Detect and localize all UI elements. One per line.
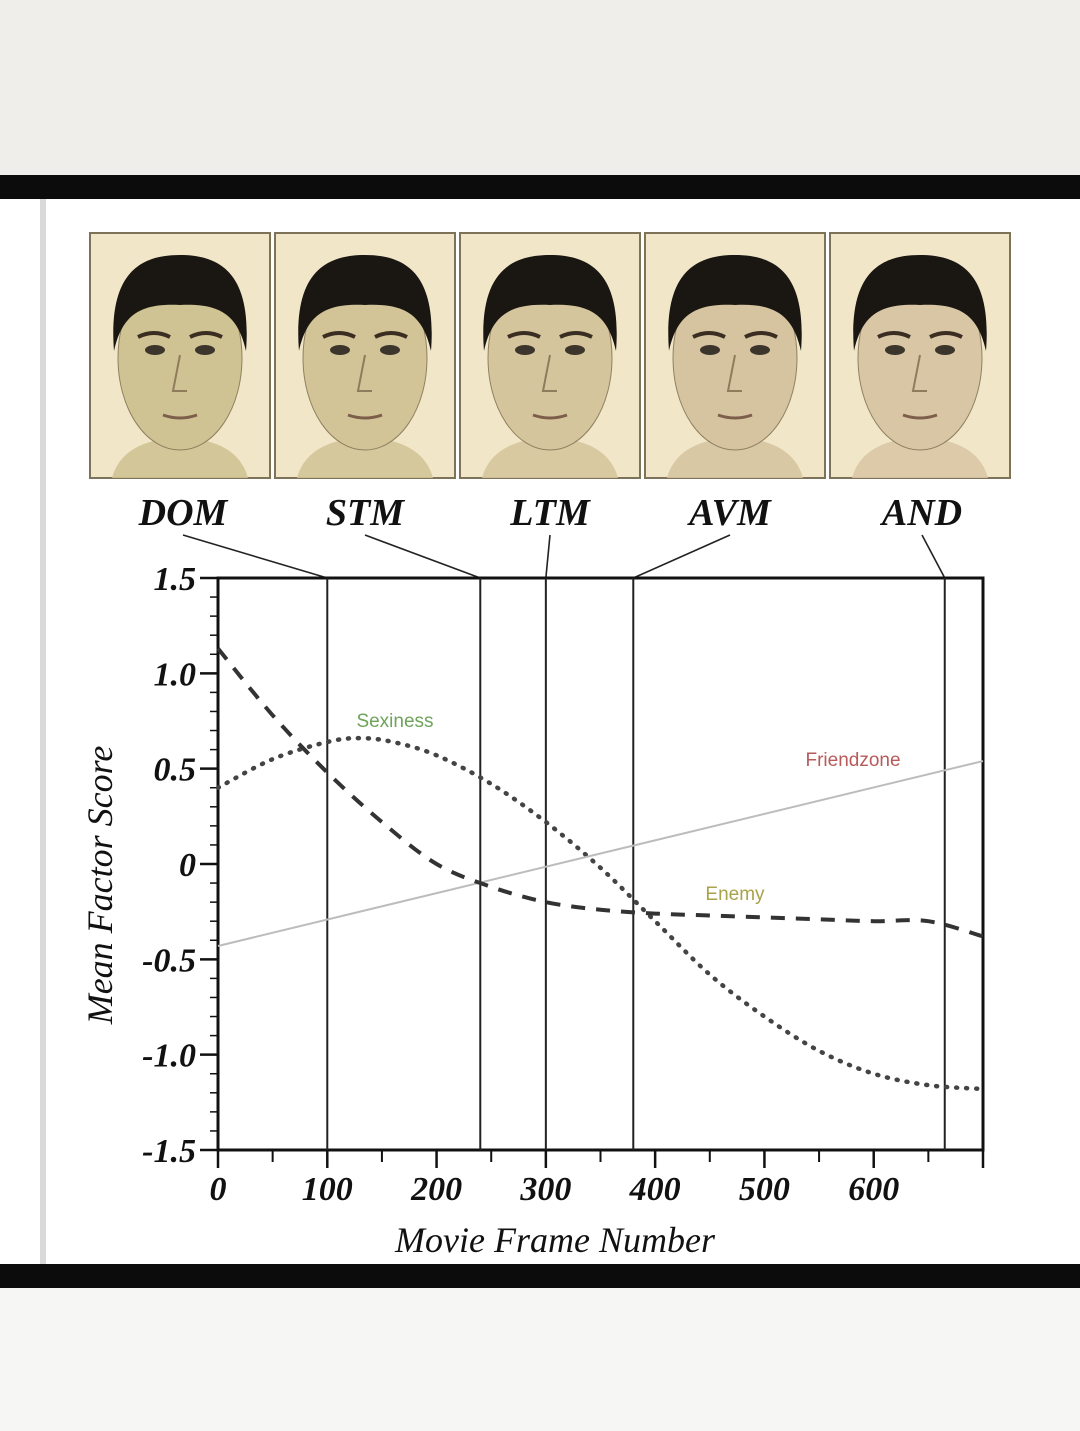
connector-dom — [182, 534, 328, 579]
face-label-stm: STM — [326, 492, 405, 534]
series-label-enemy: Enemy — [705, 884, 765, 905]
plot-area — [216, 576, 985, 1152]
face-label-and: AND — [880, 492, 962, 534]
x-tick-label: 100 — [302, 1171, 353, 1208]
face-label-avm: AVM — [687, 492, 772, 534]
x-axis-title: Movie Frame Number — [394, 1220, 716, 1260]
connector-ltm — [545, 534, 551, 579]
top-black-band — [0, 175, 1080, 199]
face-label-dom: DOM — [138, 492, 229, 534]
connector-avm — [632, 534, 731, 579]
x-tick-label: 400 — [629, 1171, 681, 1208]
y-axis-title: Mean Factor Score — [80, 746, 120, 1026]
plot-frame — [216, 576, 985, 1152]
bottom-black-band — [0, 1264, 1080, 1288]
top-status-area — [0, 0, 1080, 175]
face-panel-stm: STM — [274, 232, 456, 534]
y-tick-label: -1.5 — [142, 1133, 196, 1170]
series-friendzone-line — [217, 760, 984, 947]
y-tick-label: 0.5 — [154, 752, 197, 789]
face-portrait-icon — [482, 255, 618, 478]
bottom-area — [0, 1288, 1080, 1431]
series-enemy-line — [216, 647, 984, 939]
face-panel-avm: AVM — [644, 232, 826, 534]
series-label-friendzone: Friendzone — [805, 750, 900, 771]
y-tick-label: -0.5 — [142, 942, 196, 979]
x-tick-label: 0 — [210, 1171, 227, 1208]
face-portrait-icon — [667, 255, 803, 478]
axis-ticks: 1.5 1.0 0.5 0 -0.5 -1.0 -1.5 0 100 200 300 400 500 60… — [142, 561, 985, 1208]
x-tick-label: 600 — [848, 1171, 899, 1208]
faces-row: DOM STM LTM AVM AND — [89, 232, 1011, 534]
face-connectors — [182, 534, 946, 579]
series-sexiness-line — [215, 735, 986, 1092]
x-tick-label: 500 — [739, 1171, 790, 1208]
face-portrait-icon — [112, 255, 248, 478]
face-portrait-icon — [852, 255, 988, 478]
series-label-sexiness: Sexiness — [356, 711, 433, 732]
face-panel-dom: DOM — [89, 232, 271, 534]
y-tick-label: 1.0 — [154, 656, 197, 693]
x-tick-label: 300 — [519, 1171, 571, 1208]
face-panel-ltm: LTM — [459, 232, 641, 534]
series-lines — [215, 647, 986, 1092]
y-tick-label: 1.5 — [154, 561, 197, 598]
y-tick-label: 0 — [179, 847, 196, 884]
connector-stm — [364, 534, 481, 579]
face-portrait-icon — [297, 255, 433, 478]
series-labels: Sexiness Friendzone Enemy — [356, 711, 900, 905]
connector-and — [921, 534, 946, 579]
x-tick-label: 200 — [410, 1171, 462, 1208]
y-tick-label: -1.0 — [142, 1038, 196, 1075]
face-label-ltm: LTM — [509, 492, 591, 534]
panel-left-rule — [40, 199, 46, 1264]
face-panel-and: AND — [829, 232, 1011, 534]
